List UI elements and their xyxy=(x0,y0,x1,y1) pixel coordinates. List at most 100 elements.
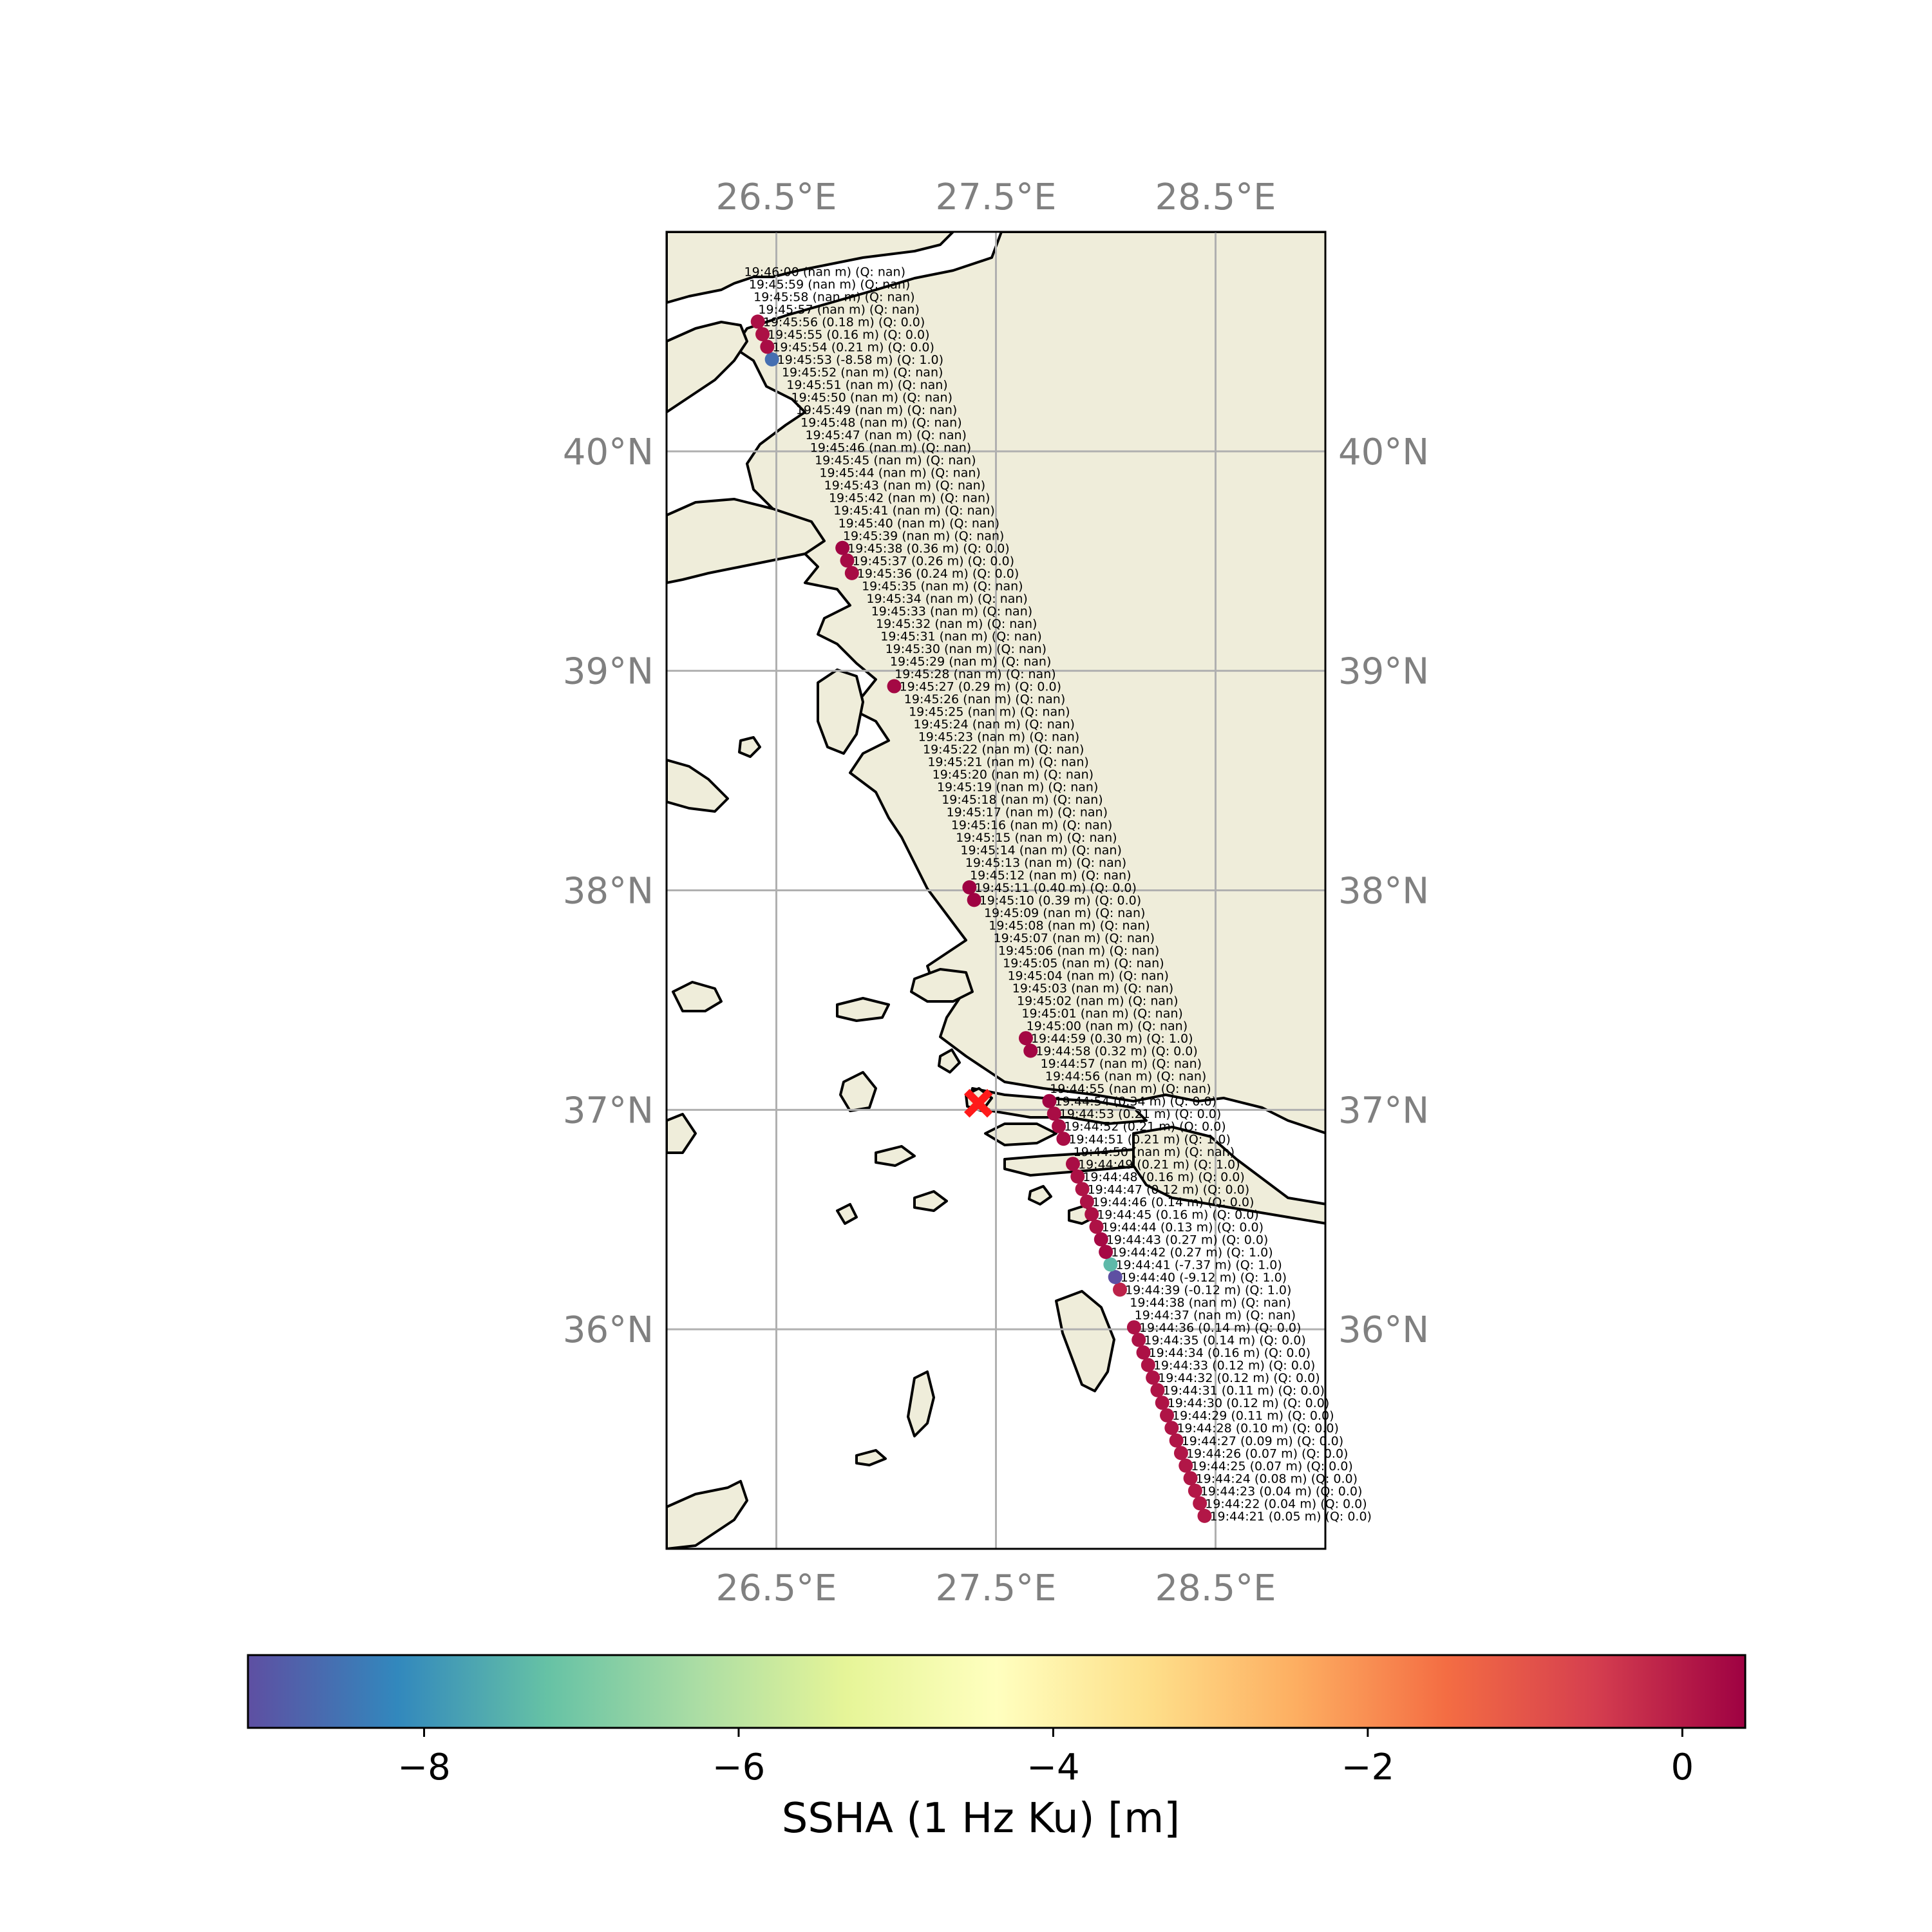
lon-labels-bottom: 26.5°E 27.5°E 28.5°E xyxy=(715,1567,1276,1609)
track-point xyxy=(1132,1332,1146,1347)
track-point-label: 19:44:40 (-9.12 m) (Q: 1.0) xyxy=(1121,1271,1287,1285)
track-point-label: 19:45:50 (nan m) (Q: nan) xyxy=(791,391,952,405)
track-point xyxy=(1075,1182,1090,1197)
lat-tick-label-right: 36°N xyxy=(1338,1309,1429,1351)
land-layer xyxy=(667,232,1325,1549)
track-point xyxy=(1042,1094,1057,1108)
track-point-label: 19:45:07 (nan m) (Q: nan) xyxy=(994,931,1155,945)
location-x-marker xyxy=(963,1088,993,1118)
track-point-label: 19:44:53 (0.21 m) (Q: 0.0) xyxy=(1059,1107,1222,1121)
track-point-label: 19:45:46 (nan m) (Q: nan) xyxy=(810,441,971,455)
lon-tick-label-top: 27.5°E xyxy=(935,176,1056,218)
track-point-label: 19:44:47 (0.12 m) (Q: 0.0) xyxy=(1088,1182,1250,1197)
track-point-label: 19:46:00 (nan m) (Q: nan) xyxy=(744,265,905,279)
map-panel: 19:44:21 (0.05 m) (Q: 0.0)19:44:22 (0.04… xyxy=(563,176,1429,1609)
track-point-label: 19:44:35 (0.14 m) (Q: 0.0) xyxy=(1144,1334,1306,1348)
track-point-label: 19:45:42 (nan m) (Q: nan) xyxy=(829,491,990,506)
lon-tick-label-bottom: 28.5°E xyxy=(1155,1567,1276,1609)
track-point xyxy=(1099,1244,1113,1259)
track-point-label: 19:45:06 (nan m) (Q: nan) xyxy=(998,943,1159,958)
land-samos xyxy=(910,968,974,1003)
track-point xyxy=(1103,1257,1118,1272)
track-point-label: 19:44:49 (0.21 m) (Q: 1.0) xyxy=(1078,1157,1240,1171)
land-patmos xyxy=(938,1048,961,1074)
track-point xyxy=(1141,1358,1155,1372)
track-point-label: 19:45:05 (nan m) (Q: nan) xyxy=(1003,956,1164,971)
track-point-label: 19:44:45 (0.16 m) (Q: 0.0) xyxy=(1097,1208,1259,1222)
track-point-label: 19:44:48 (0.16 m) (Q: 0.0) xyxy=(1083,1170,1245,1184)
track-point-label: 19:44:34 (0.16 m) (Q: 0.0) xyxy=(1149,1346,1311,1360)
track-points xyxy=(750,314,1212,1523)
track-point-label: 19:45:01 (nan m) (Q: nan) xyxy=(1021,1007,1182,1021)
track-point-label: 19:44:41 (-7.37 m) (Q: 1.0) xyxy=(1115,1258,1282,1272)
track-point-label: 19:45:31 (nan m) (Q: nan) xyxy=(880,629,1041,643)
track-point-label: 19:44:44 (0.13 m) (Q: 0.0) xyxy=(1101,1220,1264,1235)
track-point xyxy=(967,893,981,907)
track-point xyxy=(1197,1508,1212,1523)
track-point-label: 19:44:42 (0.27 m) (Q: 1.0) xyxy=(1111,1245,1273,1260)
track-point-label: 19:44:31 (0.11 m) (Q: 0.0) xyxy=(1162,1384,1325,1398)
land-chios xyxy=(817,668,864,755)
track-point-label: 19:44:58 (0.32 m) (Q: 0.0) xyxy=(1036,1045,1198,1059)
track-point-label: 19:45:15 (nan m) (Q: nan) xyxy=(956,831,1117,845)
track-point xyxy=(1052,1119,1066,1133)
track-point-label: 19:45:25 (nan m) (Q: nan) xyxy=(909,705,1070,719)
track-point xyxy=(1183,1471,1198,1486)
track-point-label: 19:45:55 (0.16 m) (Q: 0.0) xyxy=(768,328,930,342)
track-point-label: 19:45:32 (nan m) (Q: nan) xyxy=(876,617,1037,631)
land-kos xyxy=(984,1122,1057,1146)
track-point-label: 19:45:24 (nan m) (Q: nan) xyxy=(913,717,1074,732)
colorbar-tick-label: −8 xyxy=(397,1747,451,1788)
colorbar-tick-label: −4 xyxy=(1027,1747,1080,1788)
track-point xyxy=(1018,1031,1033,1046)
colorbar-label: SSHA (1 Hz Ku) [m] xyxy=(782,1795,1180,1842)
track-point-label: 19:44:54 (0.34 m) (Q: 0.0) xyxy=(1054,1095,1217,1109)
track-point xyxy=(1023,1043,1038,1058)
track-point-label: 19:44:28 (0.10 m) (Q: 0.0) xyxy=(1177,1421,1339,1435)
track-point xyxy=(1108,1269,1122,1284)
colorbar: −8 −6 −4 −2 0 SSHA (1 Hz Ku) [m] xyxy=(247,1654,1747,1842)
track-point-label: 19:45:27 (0.29 m) (Q: 0.0) xyxy=(900,680,1062,694)
track-point-label: 19:45:08 (nan m) (Q: nan) xyxy=(989,918,1150,933)
lat-labels-left: 40°N 39°N 38°N 37°N 36°N xyxy=(563,431,654,1351)
land-evia xyxy=(667,759,729,813)
lat-tick-label-left: 39°N xyxy=(563,651,654,693)
land-naxos xyxy=(839,1071,877,1112)
track-point-label: 19:45:12 (nan m) (Q: nan) xyxy=(970,868,1131,882)
land-karpathos xyxy=(907,1370,935,1437)
track-point xyxy=(1113,1282,1128,1297)
colorbar-tick-label: 0 xyxy=(1671,1747,1694,1788)
land-thrace xyxy=(667,232,954,304)
track-point xyxy=(1173,1446,1188,1461)
track-point xyxy=(760,339,775,354)
track-point xyxy=(1056,1132,1071,1146)
track-point-label: 19:44:32 (0.12 m) (Q: 0.0) xyxy=(1158,1371,1320,1385)
track-point xyxy=(1193,1496,1208,1511)
track-labels: 19:44:21 (0.05 m) (Q: 0.0)19:44:22 (0.04… xyxy=(744,265,1372,1524)
land-skyros xyxy=(672,981,723,1012)
track-point-label: 19:44:59 (0.30 m) (Q: 1.0) xyxy=(1031,1032,1193,1046)
track-point xyxy=(1126,1320,1141,1335)
colorbar-ticks: −8 −6 −4 −2 0 xyxy=(397,1728,1694,1788)
lat-tick-label-left: 36°N xyxy=(563,1309,654,1351)
track-point-label: 19:45:20 (nan m) (Q: nan) xyxy=(933,768,1094,782)
track-point-label: 19:45:02 (nan m) (Q: nan) xyxy=(1017,994,1178,1009)
track-point xyxy=(1146,1370,1160,1385)
track-point-label: 19:44:51 (0.21 m) (Q: 1.0) xyxy=(1068,1132,1231,1146)
track-point-label: 19:45:22 (nan m) (Q: nan) xyxy=(923,743,1084,757)
track-point-label: 19:45:53 (-8.58 m) (Q: 1.0) xyxy=(777,353,943,367)
lat-tick-label-right: 37°N xyxy=(1338,1090,1429,1132)
lon-tick-label-bottom: 27.5°E xyxy=(935,1567,1056,1609)
track-point-label: 19:45:56 (0.18 m) (Q: 0.0) xyxy=(763,315,925,329)
track-point-label: 19:45:41 (nan m) (Q: nan) xyxy=(833,504,994,518)
track-point-label: 19:44:50 (nan m) (Q: nan) xyxy=(1074,1145,1235,1159)
track-point-label: 19:44:38 (nan m) (Q: nan) xyxy=(1130,1296,1291,1310)
land-nisyros xyxy=(1028,1185,1052,1206)
lat-tick-label-right: 40°N xyxy=(1338,431,1429,473)
land-lesbos xyxy=(667,498,826,584)
track-point-label: 19:44:36 (0.14 m) (Q: 0.0) xyxy=(1139,1321,1302,1335)
track-point-label: 19:45:59 (nan m) (Q: nan) xyxy=(749,278,910,292)
colorbar-gradient xyxy=(247,1654,1747,1729)
track-point-label: 19:45:23 (nan m) (Q: nan) xyxy=(918,730,1079,744)
track-point-label: 19:45:36 (0.24 m) (Q: 0.0) xyxy=(857,567,1019,581)
